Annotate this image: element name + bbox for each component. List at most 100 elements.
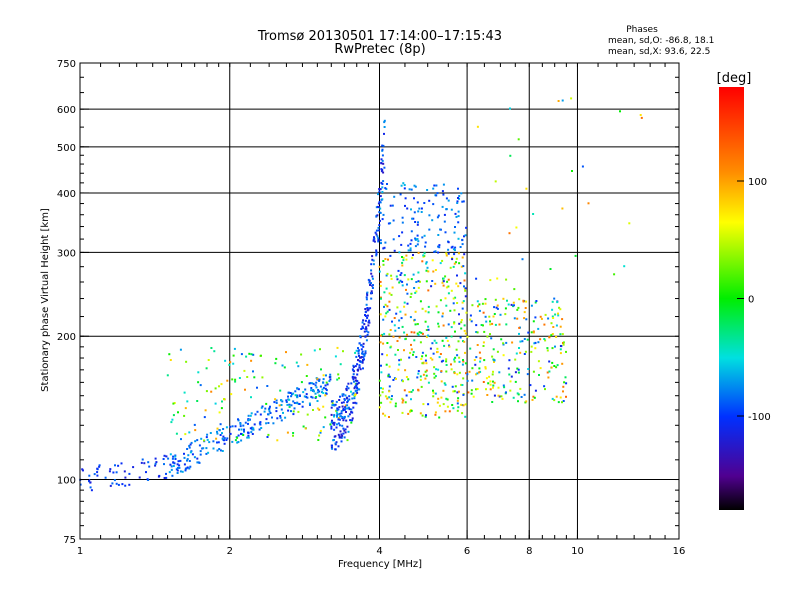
data-point bbox=[379, 188, 382, 191]
data-point bbox=[415, 290, 418, 293]
data-point bbox=[388, 396, 391, 399]
data-point bbox=[339, 415, 342, 418]
data-point bbox=[342, 350, 344, 353]
data-point bbox=[465, 226, 468, 229]
chart-title: Tromsø 20130501 17:14:00–17:15:43 bbox=[257, 29, 502, 44]
data-point bbox=[561, 318, 564, 321]
data-point bbox=[330, 413, 333, 416]
data-point bbox=[154, 457, 157, 460]
data-point bbox=[419, 300, 422, 303]
data-point bbox=[382, 412, 385, 415]
data-point bbox=[389, 346, 392, 349]
data-point bbox=[345, 389, 348, 392]
data-point bbox=[510, 375, 513, 378]
data-point bbox=[261, 405, 264, 408]
data-point bbox=[294, 394, 297, 397]
data-point bbox=[493, 361, 495, 363]
data-point bbox=[243, 430, 245, 433]
data-point bbox=[437, 234, 440, 236]
data-point bbox=[364, 319, 367, 322]
data-point bbox=[357, 350, 360, 353]
data-point bbox=[247, 414, 250, 417]
data-point bbox=[172, 455, 175, 458]
data-point bbox=[381, 183, 384, 185]
data-point bbox=[381, 391, 384, 394]
data-point bbox=[444, 275, 447, 278]
data-point bbox=[406, 207, 409, 210]
data-point bbox=[347, 387, 350, 390]
data-point bbox=[190, 441, 193, 444]
data-point bbox=[334, 355, 337, 358]
data-point bbox=[340, 440, 343, 443]
data-point bbox=[462, 265, 465, 268]
data-point bbox=[364, 335, 367, 338]
data-point bbox=[237, 418, 239, 421]
data-point bbox=[396, 340, 399, 342]
data-point bbox=[372, 239, 375, 242]
data-point bbox=[442, 277, 445, 280]
data-point bbox=[411, 217, 414, 220]
data-point bbox=[442, 284, 445, 287]
data-point bbox=[388, 385, 391, 388]
data-point bbox=[283, 366, 286, 369]
data-point bbox=[274, 362, 277, 365]
data-point bbox=[526, 338, 529, 341]
data-point bbox=[551, 397, 554, 400]
data-point bbox=[279, 416, 282, 419]
data-point bbox=[365, 339, 368, 342]
data-point bbox=[445, 397, 448, 400]
data-point bbox=[416, 332, 419, 335]
data-point bbox=[460, 319, 463, 321]
data-point bbox=[287, 395, 289, 398]
data-point bbox=[254, 413, 257, 416]
data-point bbox=[344, 431, 347, 434]
data-point bbox=[247, 418, 250, 421]
data-point bbox=[440, 396, 443, 399]
data-point bbox=[487, 382, 490, 385]
data-point bbox=[466, 335, 469, 338]
data-point bbox=[252, 353, 255, 356]
data-point bbox=[356, 387, 359, 389]
data-point bbox=[494, 323, 497, 326]
data-point bbox=[571, 170, 573, 172]
data-point bbox=[279, 389, 282, 392]
data-point bbox=[378, 265, 381, 268]
data-point bbox=[322, 374, 325, 377]
data-point bbox=[466, 379, 469, 382]
data-point bbox=[401, 280, 404, 283]
data-point bbox=[292, 434, 294, 437]
data-point bbox=[417, 370, 420, 373]
data-point bbox=[409, 249, 412, 252]
data-point bbox=[401, 401, 404, 404]
data-point bbox=[444, 410, 447, 413]
data-point bbox=[347, 415, 350, 418]
data-point bbox=[552, 326, 555, 328]
data-point bbox=[407, 378, 410, 381]
data-point bbox=[501, 397, 504, 400]
data-point bbox=[143, 462, 146, 465]
data-point bbox=[456, 399, 459, 402]
y-tick-label: 200 bbox=[57, 332, 76, 343]
data-point bbox=[380, 170, 383, 173]
data-point bbox=[489, 383, 492, 386]
data-point bbox=[438, 416, 441, 419]
data-point bbox=[476, 125, 479, 128]
data-point bbox=[114, 464, 116, 467]
data-point bbox=[115, 482, 118, 485]
data-point bbox=[339, 430, 342, 433]
data-point bbox=[318, 378, 321, 381]
data-point bbox=[175, 468, 178, 471]
data-point bbox=[381, 218, 384, 221]
data-point bbox=[219, 449, 222, 452]
data-point bbox=[362, 356, 365, 359]
data-point bbox=[379, 284, 382, 287]
data-point bbox=[362, 327, 364, 329]
data-point bbox=[494, 298, 497, 301]
data-point bbox=[242, 434, 245, 436]
data-point bbox=[346, 404, 349, 407]
data-point bbox=[361, 360, 364, 363]
data-point bbox=[420, 331, 423, 334]
data-point bbox=[216, 427, 219, 430]
data-point bbox=[207, 359, 210, 361]
data-point bbox=[431, 259, 434, 262]
